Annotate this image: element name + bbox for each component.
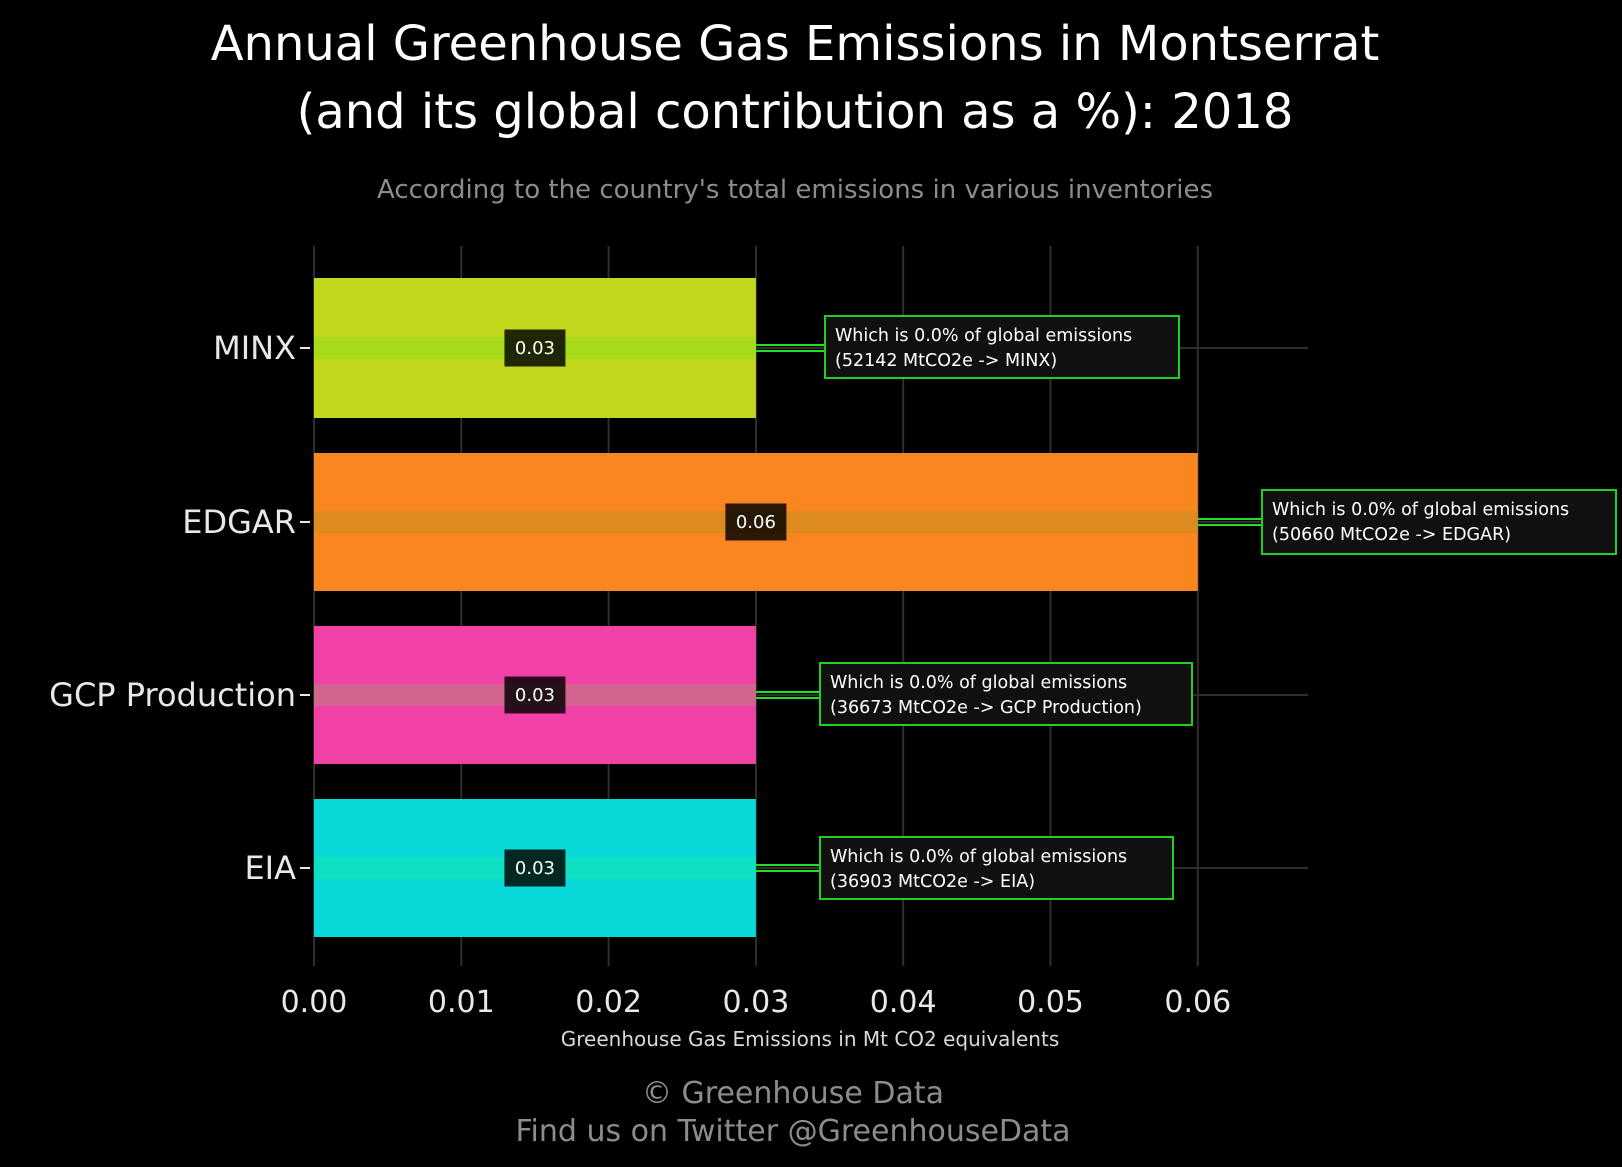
data-label-box [504,676,566,714]
category-labels: MINX EDGAR GCP Production EIA [49,329,310,887]
annotation-line-1: Which is 0.0% of global emissions [830,847,1127,867]
data-label-box [725,503,787,541]
data-label-box [504,329,566,367]
x-tick-label: 0.04 [870,985,937,1020]
x-tick-label: 0.05 [1017,985,1084,1020]
data-label: 0.03 [515,858,555,879]
annotation-box [824,315,1180,379]
annotation-box [819,662,1193,726]
category-label: EIA [244,849,296,887]
annotation-box [819,836,1174,900]
chart-subtitle: According to the country's total emissio… [377,175,1213,205]
footer-copyright: © Greenhouse Data [642,1076,944,1111]
footer-twitter: Find us on Twitter @GreenhouseData [515,1114,1070,1149]
x-axis-ticks: 0.00 0.01 0.02 0.03 0.04 0.05 0.06 [281,985,1232,1020]
annotation-line-1: Which is 0.0% of global emissions [830,673,1127,693]
bars: 0.03 0.06 0.03 0.03 [314,278,1198,937]
x-tick-label: 0.03 [723,985,790,1020]
x-tick-label: 0.06 [1164,985,1231,1020]
annotation-line-1: Which is 0.0% of global emissions [1272,500,1569,520]
x-tick-label: 0.01 [428,985,495,1020]
x-axis-title: Greenhouse Gas Emissions in Mt CO2 equiv… [561,1027,1060,1051]
category-label: EDGAR [182,503,296,541]
chart-title-line-1: Annual Greenhouse Gas Emissions in Monts… [211,16,1380,72]
annotation-line-2: (50660 MtCO2e -> EDGAR) [1272,525,1511,545]
x-tick-label: 0.02 [575,985,642,1020]
chart-title-line-2: (and its global contribution as a %): 20… [297,84,1294,140]
data-label: 0.03 [515,685,555,706]
data-label: 0.03 [515,338,555,359]
x-tick-label: 0.00 [281,985,348,1020]
category-label: MINX [213,329,296,367]
annotation-line-1: Which is 0.0% of global emissions [835,326,1132,346]
annotation-line-2: (52142 MtCO2e -> MINX) [835,351,1057,371]
data-label-box [504,849,566,887]
annotations: Which is 0.0% of global emissions (52142 … [755,315,1617,900]
annotation-box [1261,489,1617,555]
annotation-line-2: (36903 MtCO2e -> EIA) [830,872,1035,892]
annotation-line-2: (36673 MtCO2e -> GCP Production) [830,698,1142,718]
category-label: GCP Production [49,676,296,714]
data-label: 0.06 [736,512,776,533]
